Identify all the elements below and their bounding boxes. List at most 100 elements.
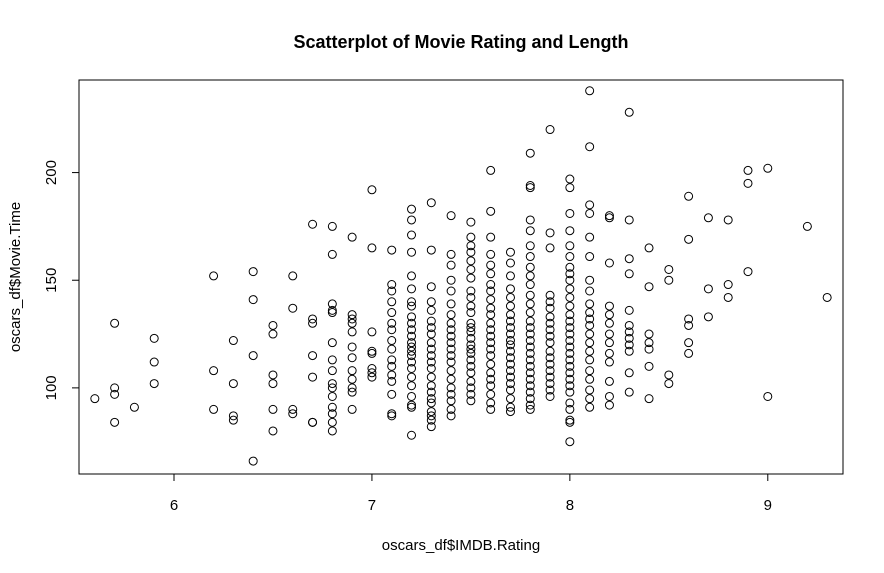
data-point xyxy=(327,391,337,401)
data-point xyxy=(644,243,654,253)
data-point xyxy=(604,213,614,223)
data-point xyxy=(407,338,417,348)
data-point xyxy=(545,318,555,328)
data-point xyxy=(387,361,397,371)
data-point xyxy=(466,318,476,328)
data-point xyxy=(545,338,555,348)
data-point xyxy=(486,404,496,414)
data-point xyxy=(624,107,634,117)
data-point xyxy=(407,331,417,341)
data-point xyxy=(624,305,634,315)
data-point xyxy=(110,383,120,393)
data-point xyxy=(525,226,535,236)
data-point xyxy=(347,327,357,337)
data-point xyxy=(426,364,436,374)
data-point xyxy=(387,409,397,419)
data-point xyxy=(387,280,397,290)
data-point xyxy=(347,366,357,376)
data-point xyxy=(446,396,456,406)
data-point xyxy=(585,86,595,96)
data-point xyxy=(545,391,555,401)
data-point xyxy=(446,310,456,320)
data-point xyxy=(585,346,595,356)
data-point xyxy=(466,361,476,371)
y-axis: 100 150 200 xyxy=(43,160,80,400)
data-point xyxy=(763,163,773,173)
data-point xyxy=(327,221,337,231)
data-point xyxy=(466,301,476,311)
data-point xyxy=(525,271,535,281)
data-point xyxy=(426,387,436,397)
data-point xyxy=(407,372,417,382)
data-point xyxy=(446,357,456,367)
data-point xyxy=(466,247,476,257)
data-point xyxy=(327,402,337,412)
data-point xyxy=(505,301,515,311)
data-point xyxy=(565,404,575,414)
data-point xyxy=(505,407,515,417)
data-point xyxy=(446,325,456,335)
data-point xyxy=(446,411,456,421)
data-point xyxy=(387,370,397,380)
data-point xyxy=(664,275,674,285)
data-point xyxy=(486,206,496,216)
data-point xyxy=(604,318,614,328)
data-point xyxy=(466,368,476,378)
data-point xyxy=(327,299,337,309)
data-point xyxy=(525,374,535,384)
data-point xyxy=(545,372,555,382)
data-point xyxy=(545,359,555,369)
data-point xyxy=(525,342,535,352)
data-point xyxy=(505,247,515,257)
data-point xyxy=(525,387,535,397)
data-point xyxy=(486,374,496,384)
data-point xyxy=(565,361,575,371)
data-point xyxy=(426,305,436,315)
data-point xyxy=(565,241,575,251)
data-point xyxy=(446,374,456,384)
data-point xyxy=(426,381,436,391)
data-point xyxy=(347,232,357,242)
data-point xyxy=(110,417,120,427)
data-point xyxy=(268,329,278,339)
data-point xyxy=(664,370,674,380)
data-point xyxy=(387,376,397,386)
data-point xyxy=(327,379,337,389)
data-point xyxy=(644,361,654,371)
data-point xyxy=(505,379,515,389)
data-point xyxy=(327,426,337,436)
data-point xyxy=(367,243,377,253)
data-point xyxy=(565,437,575,447)
data-point xyxy=(684,314,694,324)
data-point xyxy=(466,344,476,354)
data-point xyxy=(327,366,337,376)
data-point xyxy=(604,357,614,367)
data-points xyxy=(90,86,832,466)
data-point xyxy=(644,282,654,292)
data-point xyxy=(565,292,575,302)
data-point xyxy=(585,208,595,218)
data-point xyxy=(743,178,753,188)
data-point xyxy=(426,351,436,361)
data-point xyxy=(525,241,535,251)
data-point xyxy=(426,323,436,333)
data-point xyxy=(545,346,555,356)
data-point xyxy=(565,269,575,279)
data-point xyxy=(486,389,496,399)
data-point xyxy=(407,391,417,401)
data-point xyxy=(585,200,595,210)
data-point xyxy=(624,387,634,397)
data-point xyxy=(624,254,634,264)
data-point xyxy=(308,372,318,382)
data-point xyxy=(802,221,812,231)
data-point xyxy=(486,318,496,328)
data-point xyxy=(110,389,120,399)
data-point xyxy=(407,400,417,410)
data-point xyxy=(565,336,575,346)
data-point xyxy=(426,394,436,404)
data-point xyxy=(466,327,476,337)
data-point xyxy=(545,385,555,395)
data-point xyxy=(426,357,436,367)
data-point xyxy=(407,284,417,294)
data-point xyxy=(604,310,614,320)
